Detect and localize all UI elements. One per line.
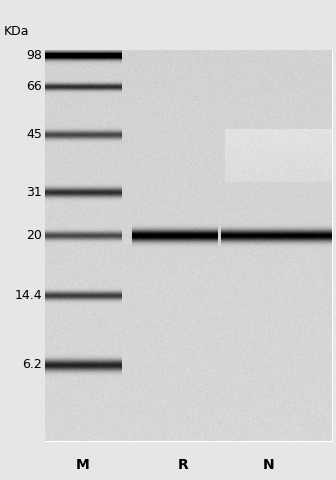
- Text: N: N: [263, 457, 275, 472]
- Text: 98: 98: [26, 48, 42, 62]
- Bar: [0, 0, 45, 480]
- Bar: [333, 0, 336, 480]
- Text: 66: 66: [26, 80, 42, 93]
- Text: M: M: [76, 457, 89, 472]
- Text: KDa: KDa: [3, 24, 29, 38]
- Bar: [0, 0, 336, 50]
- Text: 14.4: 14.4: [14, 288, 42, 302]
- Text: 20: 20: [26, 228, 42, 242]
- Text: 31: 31: [26, 185, 42, 199]
- Text: 45: 45: [26, 128, 42, 141]
- Text: 6.2: 6.2: [22, 358, 42, 372]
- Text: R: R: [178, 457, 188, 472]
- Bar: [0, 442, 336, 480]
